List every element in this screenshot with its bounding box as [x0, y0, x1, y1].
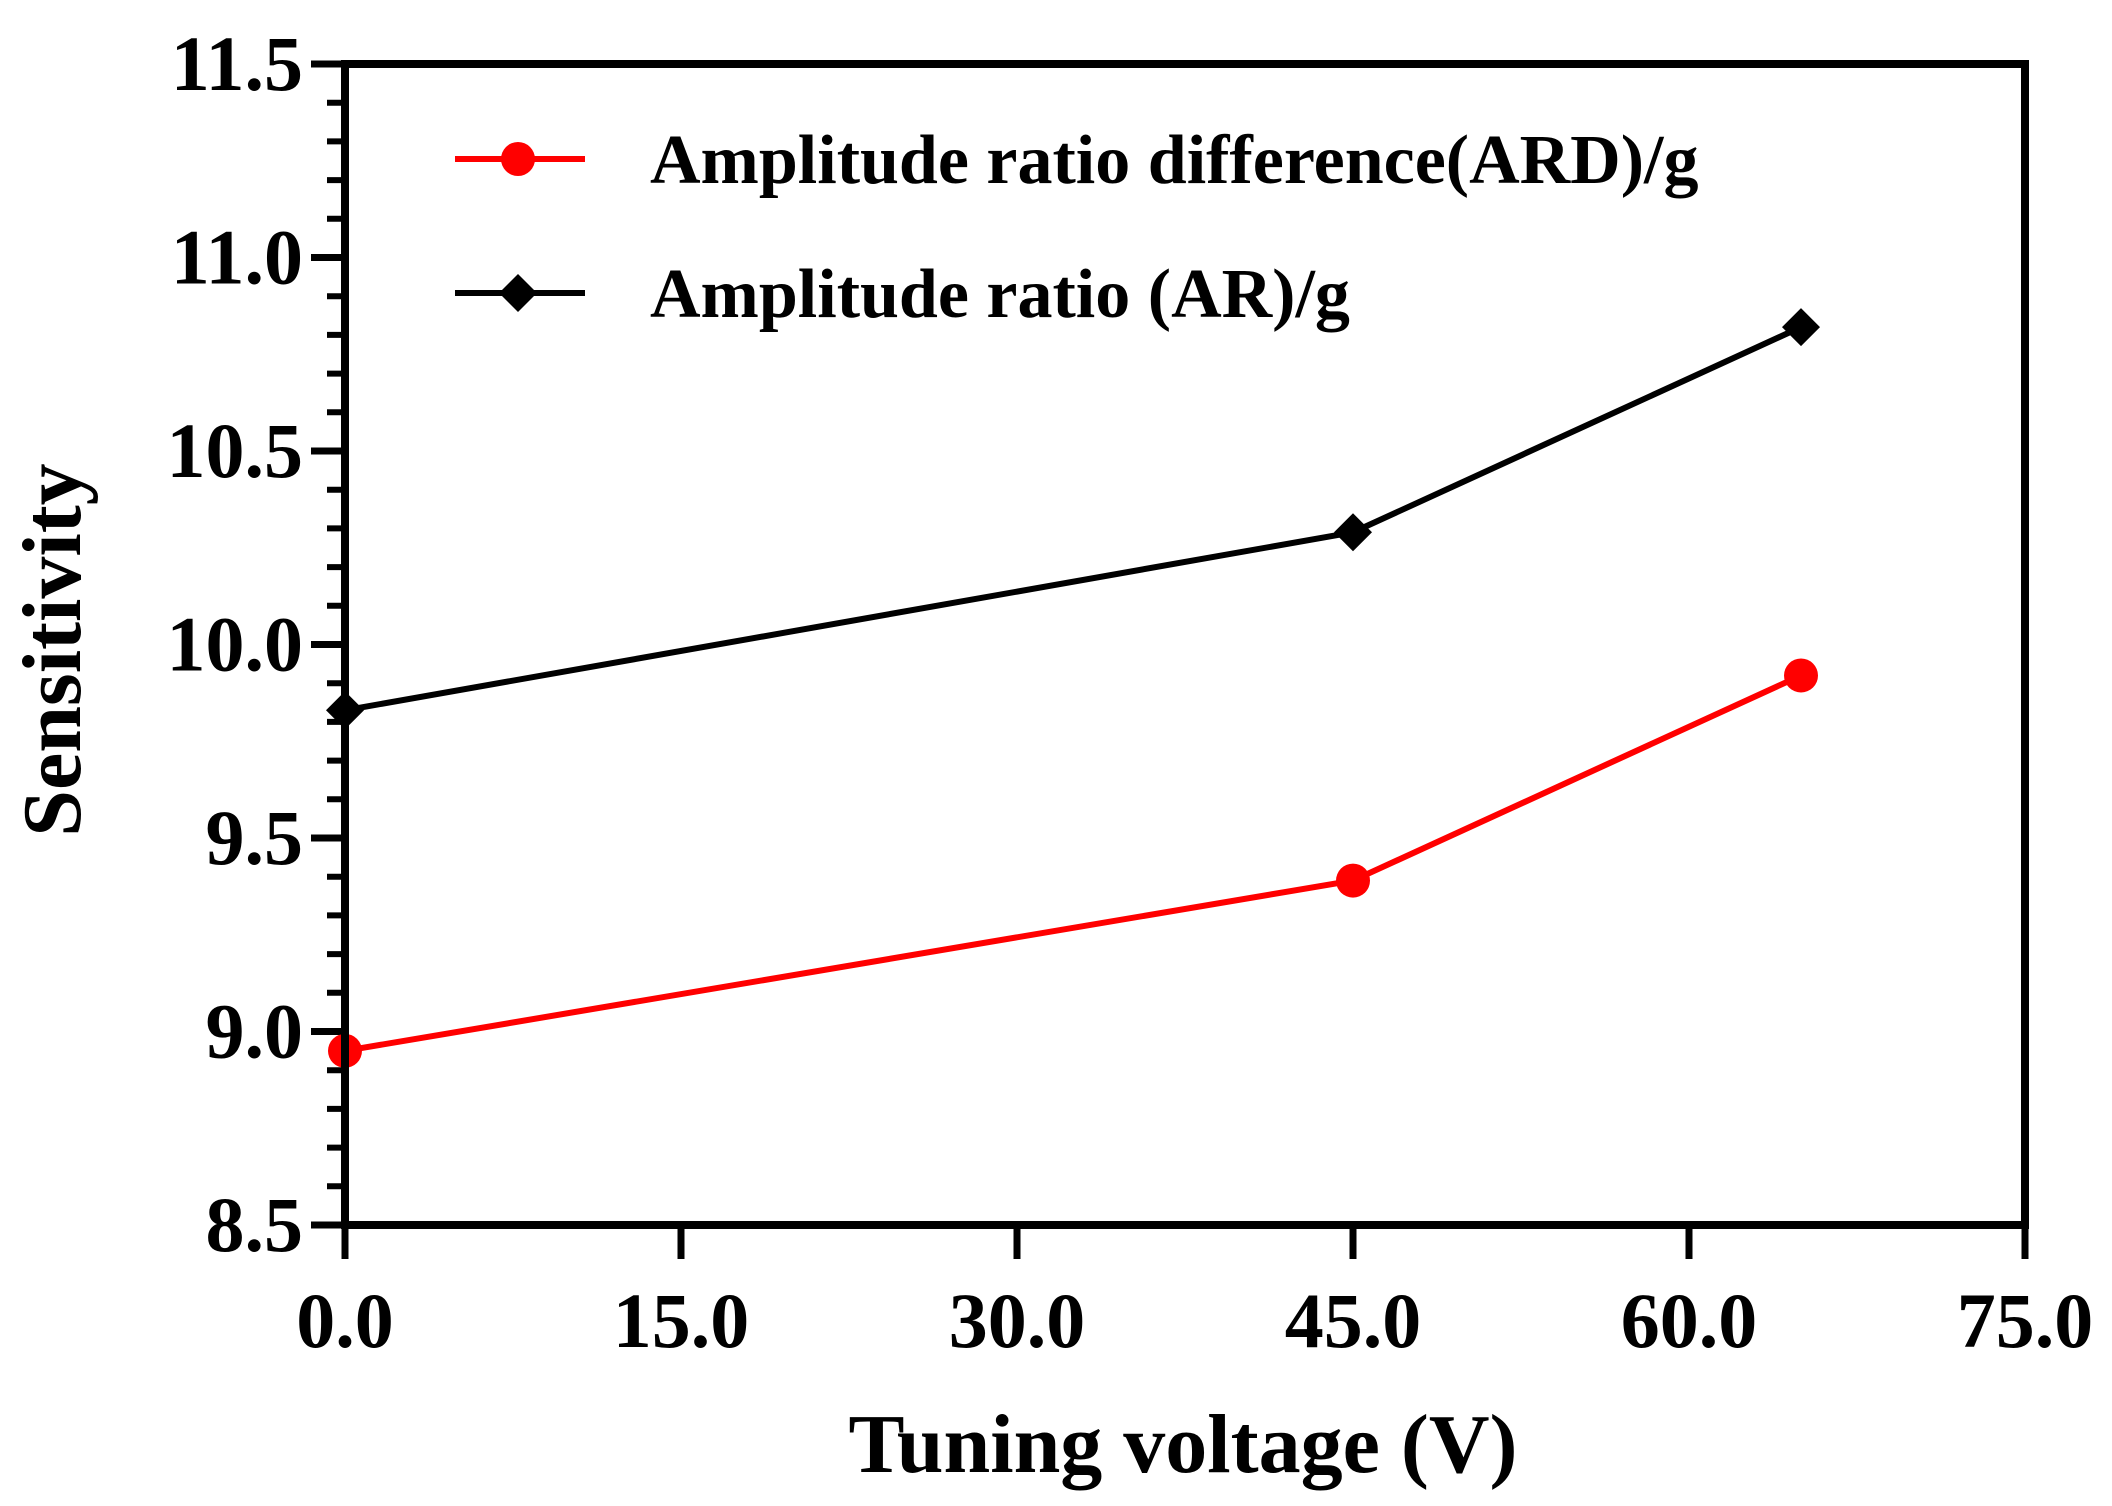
legend-label: Amplitude ratio difference(ARD)/g: [650, 122, 1699, 199]
tick-labels: 8.5 9.0 9.5 10.0 10.5 11.0 11.5 0.0 15.0 30.0 45.0…: [167, 20, 2094, 1364]
x-tick-label: 60.0: [1621, 1277, 1758, 1364]
y-tick-label: 11.5: [171, 20, 303, 107]
x-axis-title: Tuning voltage (V): [848, 1398, 1517, 1491]
data-point-1: [1334, 513, 1372, 552]
x-tick-label: 45.0: [1285, 1277, 1422, 1364]
legend: Amplitude ratio difference(ARD)/g Amplitu…: [455, 122, 1699, 333]
plot-frame: [341, 60, 2029, 1229]
series-markers: [326, 308, 1820, 1068]
y-tick-label: 10.5: [167, 407, 304, 494]
data-point-0: [1784, 658, 1818, 693]
data-point-1: [1782, 308, 1820, 347]
x-tick-label: 75.0: [1957, 1277, 2094, 1364]
legend-label: Amplitude ratio (AR)/g: [650, 256, 1350, 333]
y-tick-label: 10.0: [167, 601, 304, 688]
y-tick-label: 9.0: [206, 988, 304, 1075]
y-axis-title: Sensitivity: [6, 463, 99, 836]
series-lines: [344, 324, 1803, 1054]
y-tick-label: 9.5: [206, 794, 304, 881]
legend-swatch-marker: [501, 142, 535, 176]
y-tick-label: 11.0: [171, 214, 303, 301]
major-ticks: [311, 60, 2029, 1259]
x-tick-label: 15.0: [613, 1277, 750, 1364]
x-tick-label: 0.0: [296, 1277, 394, 1364]
y-tick-label: 8.5: [206, 1181, 304, 1268]
legend-swatch-marker: [499, 274, 537, 312]
x-tick-label: 30.0: [949, 1277, 1086, 1364]
series-line-1: [344, 324, 1803, 714]
series-line-0: [344, 672, 1803, 1054]
data-point-0: [1336, 863, 1370, 898]
